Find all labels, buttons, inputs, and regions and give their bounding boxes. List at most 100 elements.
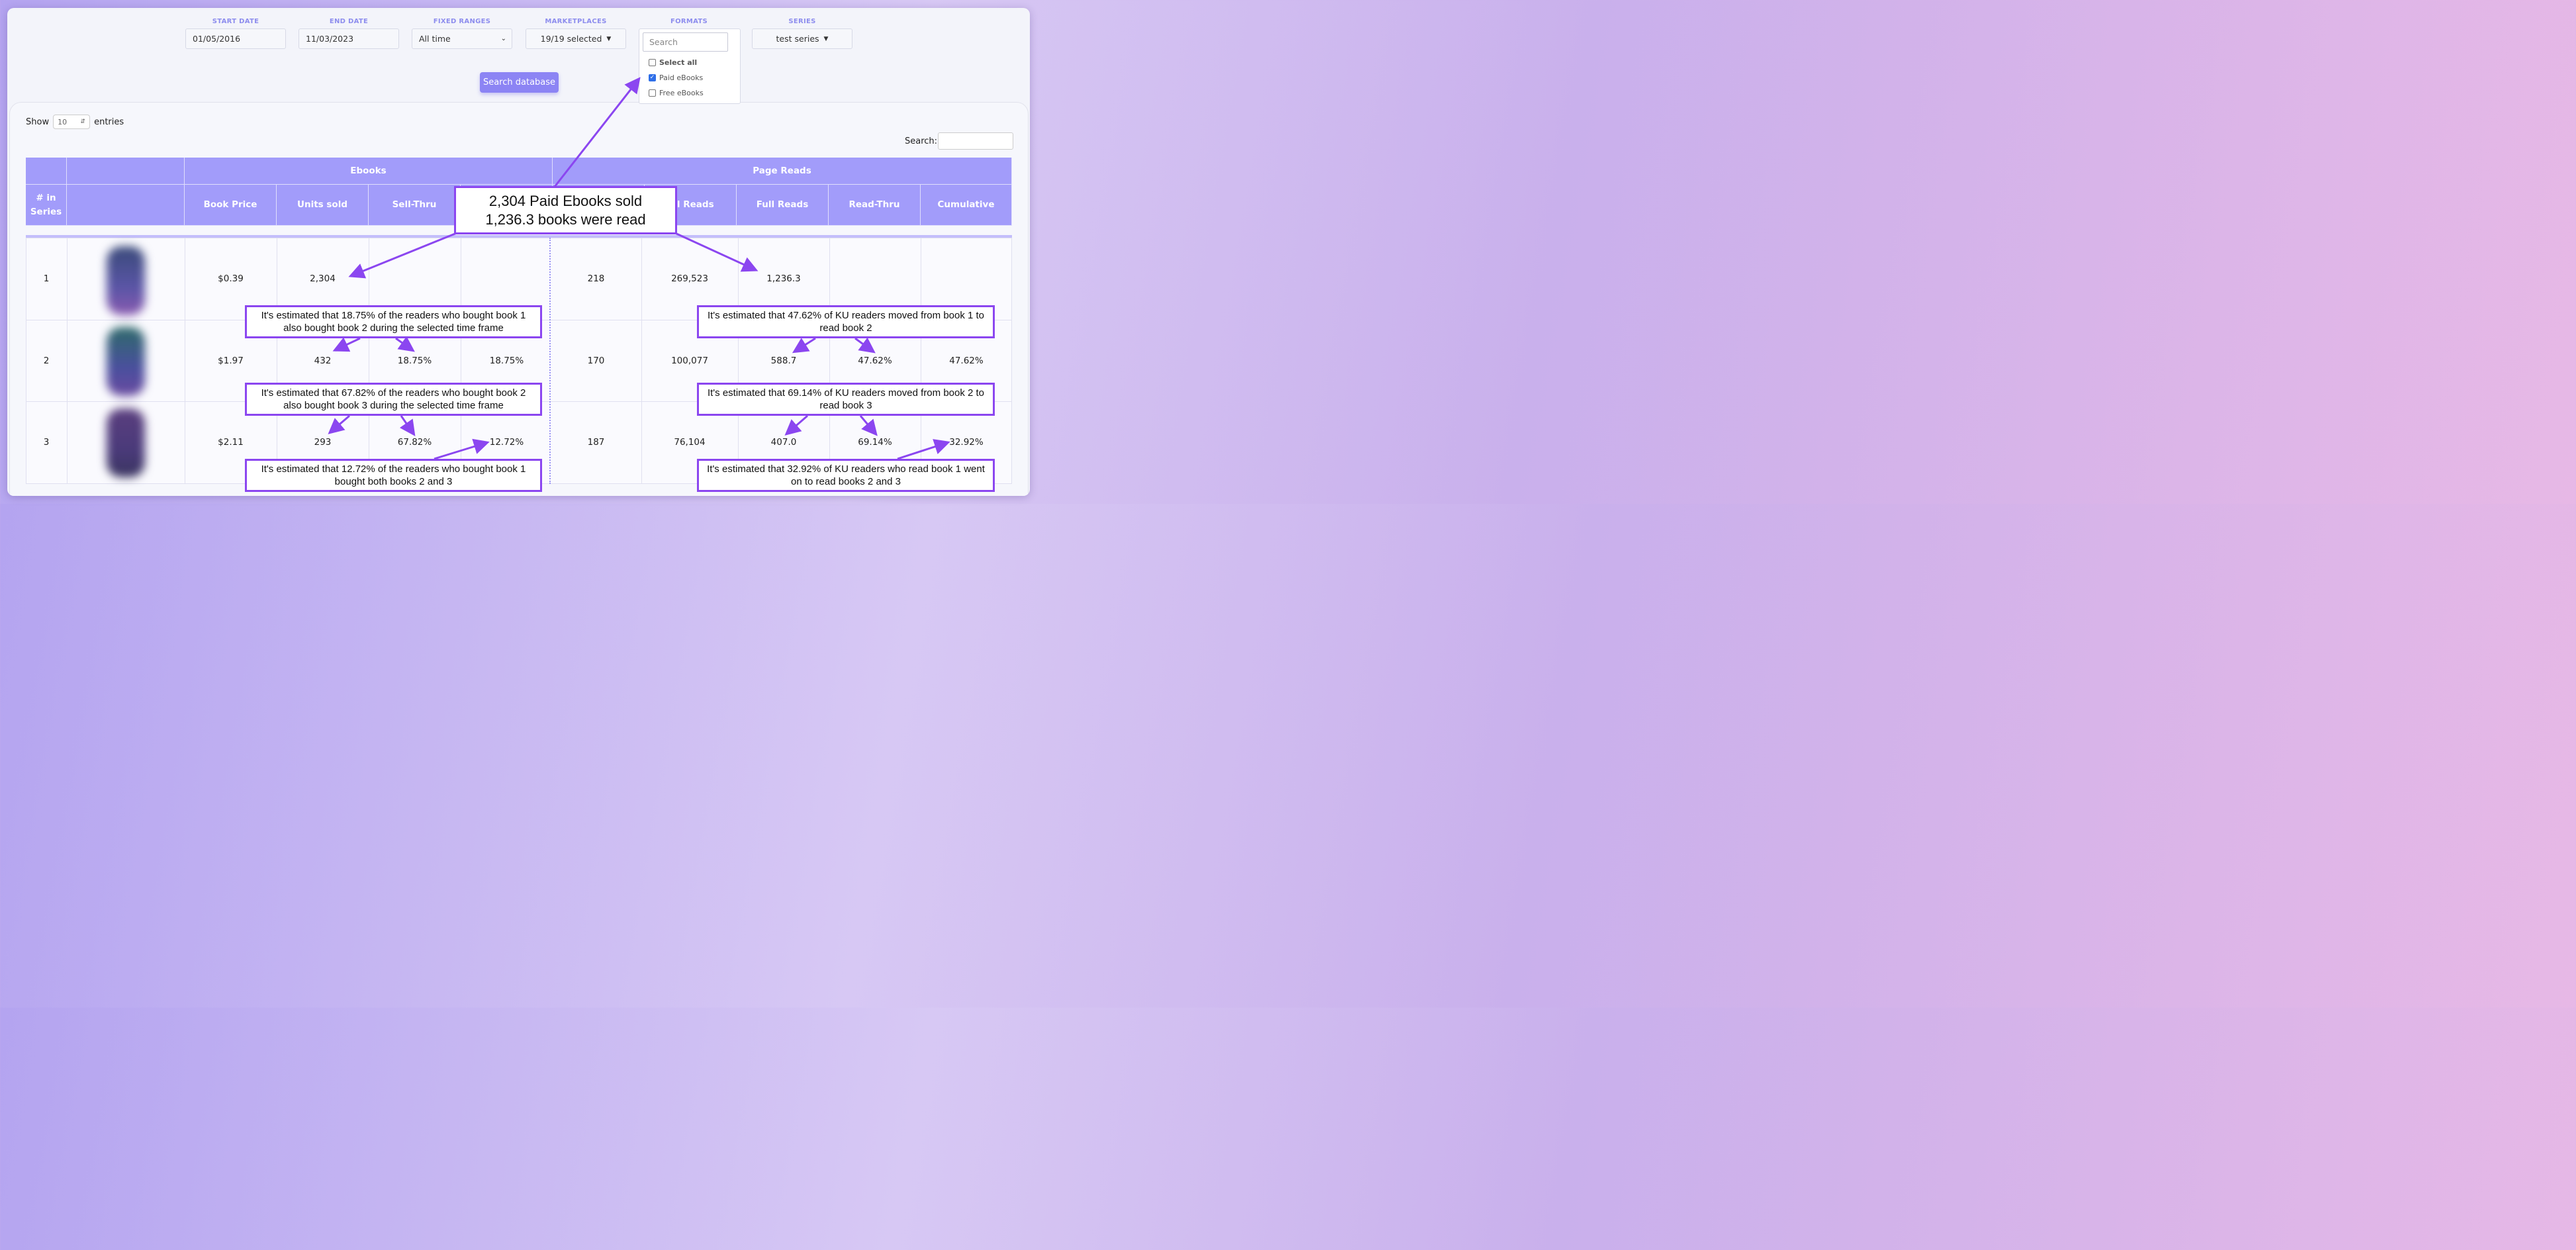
arrow — [434, 438, 490, 460]
row2-borrows: 170 — [587, 355, 605, 366]
series-label: SERIES — [788, 18, 816, 25]
caret-down-icon: ▼ — [823, 35, 829, 42]
arrow-to-full-reads — [674, 232, 759, 272]
row3-units: 293 — [314, 436, 332, 448]
arrow — [395, 336, 415, 352]
formats-search-input[interactable]: Search — [643, 32, 728, 52]
arrow — [328, 414, 350, 434]
callout-cumulative-sales: It's estimated that 12.72% of the reader… — [245, 459, 542, 492]
start-date-field[interactable]: 01/05/2016 — [185, 28, 286, 49]
formats-option-select-all[interactable]: Select all — [649, 58, 697, 67]
book-cover-2 — [107, 327, 145, 396]
arrow — [784, 414, 808, 436]
arrow — [399, 415, 416, 436]
table-search-input[interactable] — [938, 132, 1013, 150]
annotation-arrows — [328, 77, 950, 460]
group-divider — [549, 238, 551, 484]
entries-label: entries — [94, 117, 124, 127]
callout-summary: 2,304 Paid Ebooks sold 1,236.3 books wer… — [454, 186, 677, 234]
header-units-sold[interactable]: Units sold — [277, 185, 369, 226]
sort-updown-icon: ⇵ — [80, 119, 86, 125]
row3-sell-thru: 67.82% — [397, 436, 432, 448]
arrow-to-formats — [553, 77, 641, 187]
col-divider — [67, 238, 68, 484]
row2-price: $1.97 — [218, 355, 244, 366]
fixed-ranges-select[interactable]: All time ⌄ — [412, 28, 512, 49]
entries-control: Show 10 ⇵ entries — [26, 115, 124, 129]
header-in-series[interactable]: # in Series — [26, 185, 67, 226]
app-window: START DATE 01/05/2016 END DATE 11/03/202… — [7, 8, 1030, 496]
marketplaces-label: MARKETPLACES — [545, 18, 607, 25]
header-separator — [26, 235, 1012, 238]
callout-sell-thru-1-2: It's estimated that 18.75% of the reader… — [245, 305, 542, 338]
row1-num: 1 — [43, 273, 50, 284]
end-date-label: END DATE — [329, 18, 369, 25]
table-search-label: Search: — [905, 136, 938, 146]
row1-total-reads: 269,523 — [671, 273, 708, 284]
arrow — [332, 337, 361, 352]
col-divider — [738, 238, 739, 484]
row2-total-reads: 100,077 — [671, 355, 708, 366]
table-body — [26, 238, 1012, 484]
arrow-to-units — [348, 232, 457, 279]
header-blank-1 — [26, 158, 67, 185]
arrow — [792, 337, 816, 354]
checkbox-checked-icon[interactable]: ✓ — [649, 74, 656, 81]
marketplaces-dropdown[interactable]: 19/19 selected ▼ — [526, 28, 626, 49]
row1-units: 2,304 — [310, 273, 336, 284]
row3-full-reads: 407.0 — [770, 436, 797, 448]
formats-option-paid-ebooks[interactable]: ✓ Paid eBooks — [649, 73, 704, 82]
col-divider — [641, 238, 642, 484]
callout-cumulative-reads: It's estimated that 32.92% of KU readers… — [697, 459, 995, 492]
end-date-field[interactable]: 11/03/2023 — [299, 28, 399, 49]
row3-cumulative: 32.92% — [949, 436, 984, 448]
checkbox-icon[interactable] — [649, 59, 656, 66]
row1-price: $0.39 — [218, 273, 244, 284]
arrow — [859, 415, 878, 436]
header-page-reads: Page Reads — [553, 158, 1012, 185]
row2-cum-sell: 18.75% — [489, 355, 524, 366]
formats-option-free-ebooks[interactable]: Free eBooks — [649, 89, 704, 97]
row2-read-thru: 47.62% — [858, 355, 892, 366]
header-cover — [67, 185, 185, 226]
chevron-down-icon: ⌄ — [500, 35, 506, 42]
header-full-reads[interactable]: Full Reads — [737, 185, 829, 226]
marketplaces-value: 19/19 selected — [540, 34, 602, 44]
row3-cum-sell: 12.72% — [489, 436, 524, 448]
arrow — [854, 337, 876, 354]
series-dropdown[interactable]: test series ▼ — [752, 28, 852, 49]
formats-label: FORMATS — [670, 18, 708, 25]
series-value: test series — [776, 34, 819, 44]
header-blank-2 — [67, 158, 185, 185]
header-book-price[interactable]: Book Price — [185, 185, 277, 226]
caret-down-icon: ▼ — [606, 35, 612, 42]
book-cover-3 — [107, 409, 145, 477]
checkbox-icon[interactable] — [649, 89, 656, 97]
row2-cumulative: 47.62% — [949, 355, 984, 366]
callout-sell-thru-2-3: It's estimated that 67.82% of the reader… — [245, 383, 542, 416]
header-read-thru[interactable]: Read-Thru — [829, 185, 921, 226]
arrow — [897, 439, 950, 460]
col-divider — [829, 238, 830, 484]
row1-borrows: 218 — [587, 273, 605, 284]
row3-read-thru: 69.14% — [858, 436, 892, 448]
header-ebooks: Ebooks — [185, 158, 553, 185]
row3-price: $2.11 — [218, 436, 244, 448]
row2-units: 432 — [314, 355, 332, 366]
entries-select[interactable]: 10 ⇵ — [53, 115, 91, 129]
row3-borrows: 187 — [587, 436, 605, 448]
book-cover-1 — [107, 246, 145, 315]
header-cumulative[interactable]: Cumulative — [921, 185, 1012, 226]
show-label: Show — [26, 117, 50, 127]
callout-read-thru-1-2: It's estimated that 47.62% of KU readers… — [697, 305, 995, 338]
row2-num: 2 — [43, 355, 50, 366]
row3-num: 3 — [43, 436, 50, 448]
formats-dropdown-menu: Search Select all ✓ Paid eBooks Free eBo… — [639, 28, 741, 104]
callout-read-thru-2-3: It's estimated that 69.14% of KU readers… — [697, 383, 995, 416]
search-database-button[interactable]: Search database — [480, 72, 559, 93]
start-date-label: START DATE — [212, 18, 259, 25]
fixed-ranges-value: All time — [419, 34, 451, 44]
row2-sell-thru: 18.75% — [397, 355, 432, 366]
row3-total-reads: 76,104 — [674, 436, 706, 448]
row1-full-reads: 1,236.3 — [766, 273, 801, 284]
